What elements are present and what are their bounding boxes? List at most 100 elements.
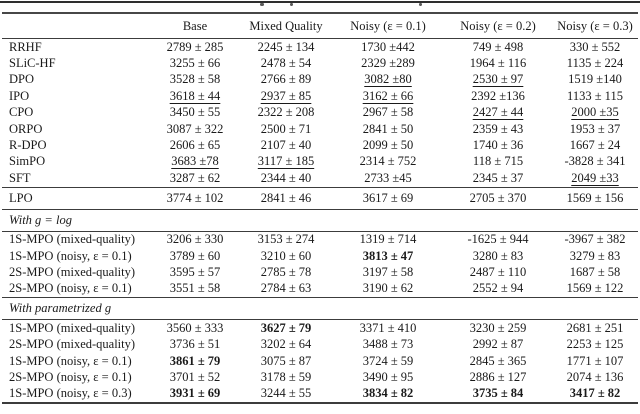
value-cell: -1625 ± 944 <box>467 232 529 247</box>
value-cell: 1569 ± 122 <box>566 281 624 296</box>
value-cell: 1519 ±140 <box>568 72 622 87</box>
method-label: 1S-MPO (noisy, ε = 0.1) <box>9 353 132 368</box>
table-body: RRHF 2789 ± 285 2245 ± 134 1730 ±442 749 ± 4… <box>2 39 638 404</box>
value-cell: 3560 ± 333 <box>166 320 224 335</box>
value-cell: 1135 ± 224 <box>566 56 624 71</box>
method-label: CPO <box>9 105 34 120</box>
table-row: 1S-MPO (mixed-quality) 3206 ± 330 3153 ± 2… <box>2 231 638 248</box>
value-cell: 3683 ±78 <box>171 154 219 169</box>
value-cell: 118 ± 715 <box>472 154 524 169</box>
value-cell: 3117 ± 185 <box>257 154 315 169</box>
value-cell: 2322 ± 208 <box>257 105 315 120</box>
value-cell: 3244 ± 55 <box>260 386 312 401</box>
table-row: SFT 3287 ± 62 2344 ± 40 2733 ±45 2345 ± 37 20… <box>2 170 638 187</box>
value-cell: 2074 ± 136 <box>566 369 624 384</box>
caption-descender-fragment <box>419 3 422 6</box>
value-cell: 1569 ± 156 <box>552 186 638 210</box>
value-cell: 3450 ± 55 <box>169 105 221 120</box>
results-table: Base Mixed Quality Noisy (ε = 0.1) Noisy… <box>2 14 638 405</box>
value-cell: 2552 ± 94 <box>472 281 524 296</box>
value-cell: 3861 ± 79 <box>169 353 221 368</box>
value-cell: 2392 ±136 <box>471 88 525 103</box>
header-noisy-0-2: Noisy (ε = 0.2) <box>444 14 552 39</box>
value-cell: -3967 ± 382 <box>564 232 626 247</box>
value-cell: 3082 ±80 <box>364 72 412 87</box>
value-cell: 2681 ± 251 <box>566 320 624 335</box>
value-cell: 3490 ± 95 <box>362 369 414 384</box>
value-cell: 3162 ± 66 <box>362 88 414 103</box>
table-row: DPO 3528 ± 58 2766 ± 89 3082 ±80 2530 ± 97 15… <box>2 72 638 88</box>
value-cell: 2344 ± 40 <box>260 170 312 185</box>
value-cell: 3834 ± 82 <box>362 386 414 401</box>
table-row: R-DPO 2606 ± 65 2107 ± 40 2099 ± 50 1740 ± 3… <box>2 137 638 153</box>
value-cell: 3701 ± 52 <box>169 369 221 384</box>
value-cell: 1730 ±442 <box>361 39 415 54</box>
value-cell: 3813 ± 47 <box>362 248 414 263</box>
value-cell: 2427 ± 44 <box>472 105 524 120</box>
value-cell: 3488 ± 73 <box>362 337 414 352</box>
value-cell: 3202 ± 64 <box>260 337 312 352</box>
table-top-rule <box>2 12 638 14</box>
table-row: ORPO 3087 ± 322 2500 ± 71 2841 ± 50 2359 ± 4… <box>2 121 638 137</box>
value-cell: 2886 ± 127 <box>469 369 527 384</box>
value-cell: 1740 ± 36 <box>472 138 524 153</box>
value-cell: 3255 ± 66 <box>169 56 221 71</box>
value-cell: 2530 ± 97 <box>472 72 524 87</box>
value-cell: 2000 ±35 <box>571 105 619 120</box>
method-label: 1S-MPO (noisy, ε = 0.3) <box>9 386 132 401</box>
value-cell: 3153 ± 274 <box>257 232 315 247</box>
value-cell: 3931 ± 69 <box>169 386 221 401</box>
method-label: 2S-MPO (noisy, ε = 0.1) <box>9 369 132 384</box>
value-cell: 3287 ± 62 <box>169 170 221 185</box>
header-mixed-quality: Mixed Quality <box>240 14 332 39</box>
table-row: CPO 3450 ± 55 2322 ± 208 2967 ± 58 2427 ± 44… <box>2 105 638 121</box>
value-cell: 3736 ± 51 <box>169 337 221 352</box>
method-label: 1S-MPO (noisy, ε = 0.1) <box>9 248 132 263</box>
value-cell: 2329 ±289 <box>361 56 415 71</box>
value-cell: 1667 ± 24 <box>569 138 621 153</box>
value-cell: 2487 ± 110 <box>469 264 527 279</box>
value-cell: 1771 ± 107 <box>566 353 624 368</box>
value-cell: 2845 ± 365 <box>469 353 527 368</box>
value-cell: 2784 ± 63 <box>260 281 312 296</box>
value-cell: 3280 ± 83 <box>472 248 524 263</box>
value-cell: 1133 ± 115 <box>567 88 623 103</box>
value-cell: 3789 ± 60 <box>169 248 221 263</box>
table-row: RRHF 2789 ± 285 2245 ± 134 1730 ±442 749 ± 4… <box>2 39 638 56</box>
header-method-column <box>2 14 150 39</box>
value-cell: 3178 ± 59 <box>260 369 312 384</box>
value-cell: 3417 ± 82 <box>569 386 621 401</box>
table-row: 1S-MPO (noisy, ε = 0.1) 3789 ± 60 3210 ± 6… <box>2 248 638 264</box>
value-cell: 2841 ± 50 <box>362 121 414 136</box>
value-cell: 3371 ± 410 <box>359 320 417 335</box>
value-cell: 1964 ± 116 <box>469 56 527 71</box>
method-label: SimPO <box>9 154 46 169</box>
header-noisy-0-1: Noisy (ε = 0.1) <box>332 14 444 39</box>
value-cell: 3190 ± 62 <box>362 281 414 296</box>
value-cell: 3551 ± 58 <box>169 281 221 296</box>
section-header-label: With parametrized g <box>2 297 638 321</box>
value-cell: 3627 ± 79 <box>260 320 312 335</box>
method-label: 2S-MPO (mixed-quality) <box>9 264 136 279</box>
value-cell: 1687 ± 58 <box>569 264 621 279</box>
value-cell: 749 ± 498 <box>472 39 524 54</box>
value-cell: 3197 ± 58 <box>362 264 414 279</box>
value-cell: 2359 ± 43 <box>472 121 524 136</box>
table-row: 2S-MPO (noisy, ε = 0.1) 3551 ± 58 2784 ± 6… <box>2 281 638 298</box>
header-noisy-0-3: Noisy (ε = 0.3) <box>552 14 638 39</box>
value-cell: 2766 ± 89 <box>260 72 312 87</box>
method-label: 1S-MPO (mixed-quality) <box>9 320 136 335</box>
value-cell: -3828 ± 341 <box>564 154 626 169</box>
table-row: LPO 3774 ± 102 2841 ± 46 3617 ± 69 2705 ± 37… <box>2 186 638 210</box>
section-header-label: With g = log <box>2 208 638 232</box>
table-row: 2S-MPO (mixed-quality) 3736 ± 51 3202 ± 64… <box>2 336 638 352</box>
section-header-row: With parametrized g <box>2 297 638 321</box>
value-cell: 2841 ± 46 <box>240 186 332 210</box>
header-row: Base Mixed Quality Noisy (ε = 0.1) Noisy… <box>2 14 638 39</box>
method-label: ORPO <box>9 121 43 136</box>
value-cell: 330 ± 552 <box>569 39 621 54</box>
value-cell: 3230 ± 259 <box>469 320 527 335</box>
value-cell: 3528 ± 58 <box>169 72 221 87</box>
caption-descender-fragment <box>290 3 293 6</box>
